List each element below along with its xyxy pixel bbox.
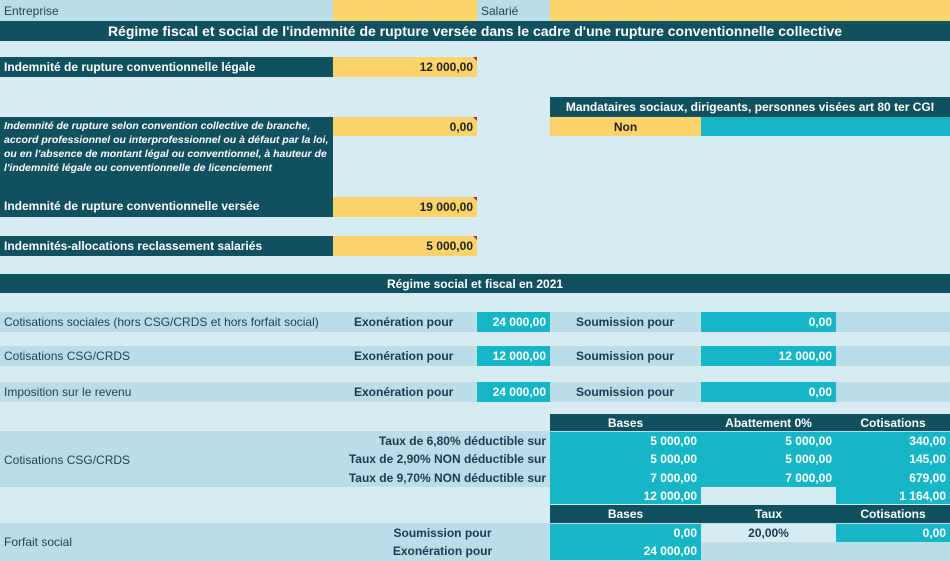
- regime-row-1-sou-label: Soumission pour: [576, 315, 675, 329]
- regime-row-2-exo-value: 12 000,00: [477, 346, 550, 366]
- csg-row-2-label: Taux de 2,90% NON déductible sur: [348, 452, 546, 466]
- csg-total-base: 12 000,00: [550, 487, 701, 504]
- entreprise-label-text: Entreprise: [4, 3, 59, 18]
- regime-row-1-exo-label: Exonération pour: [354, 315, 454, 329]
- legale-label: Indemnité de rupture conventionnelle lég…: [0, 57, 333, 77]
- entreprise-input[interactable]: [333, 0, 477, 21]
- mandataires-result: [701, 117, 950, 136]
- csg-row-2-abattement: 5 000,00: [701, 450, 836, 468]
- csg-row-1-base: 5 000,00: [550, 432, 701, 450]
- forfait-taux: 20,00%: [701, 524, 836, 542]
- page-title: Régime fiscal et social de l'indemnité d…: [0, 21, 950, 41]
- csg-row-3-label: Taux de 9,70% NON déductible sur: [348, 470, 546, 485]
- salarie-label: Salarié: [477, 0, 550, 21]
- salarie-label-text: Salarié: [481, 3, 519, 18]
- csg-header-bases: Bases: [550, 414, 701, 431]
- csg-row-2-cotisation: 145,00: [836, 450, 950, 468]
- regime-row-2-label: Cotisations CSG/CRDS: [4, 349, 131, 363]
- regime-row-3-sou-label: Soumission pour: [576, 385, 675, 399]
- regime-row-1-exo-value: 24 000,00: [477, 312, 550, 332]
- csg-row-3-cotisation: 679,00: [836, 468, 950, 487]
- convention-value-field[interactable]: 0,00: [333, 117, 477, 136]
- forfait-label: Forfait social: [4, 535, 73, 549]
- regime-row-2-sou-label: Soumission pour: [576, 349, 675, 363]
- forfait-cotisation: 0,00: [836, 524, 950, 542]
- reclassement-label: Indemnités-allocations reclassement sala…: [0, 236, 333, 256]
- regime-row-3-sou-value: 0,00: [701, 382, 836, 402]
- csg-block-label: Cotisations CSG/CRDS: [4, 453, 131, 467]
- csg-row-2-base: 5 000,00: [550, 450, 701, 468]
- forfait-exoneration-label: Exonération pour: [392, 544, 493, 558]
- mandataires-select[interactable]: Non: [550, 117, 701, 136]
- regime-row-3-exo-label: Exonération pour: [354, 385, 454, 399]
- forfait-header-taux: Taux: [701, 505, 836, 523]
- regime-row-3-exo-value: 24 000,00: [477, 382, 550, 402]
- versee-label: Indemnité de rupture conventionnelle ver…: [0, 195, 333, 217]
- csg-row-3-base: 7 000,00: [550, 468, 701, 487]
- forfait-soumission-label: Soumission pour: [393, 526, 492, 540]
- mandataires-label: Mandataires sociaux, dirigeants, personn…: [550, 97, 950, 117]
- regime-title: Régime social et fiscal en 2021: [0, 274, 950, 293]
- salarie-input[interactable]: [550, 0, 950, 21]
- reclassement-value-field[interactable]: 5 000,00: [333, 236, 477, 256]
- versee-value-field[interactable]: 19 000,00: [333, 197, 477, 217]
- regime-row-2-sou-value: 12 000,00: [701, 346, 836, 366]
- csg-header-abattement: Abattement 0%: [701, 414, 836, 431]
- forfait-header-bases: Bases: [550, 505, 701, 523]
- csg-total-cotisation: 1 164,00: [836, 487, 950, 504]
- csg-row-1-cotisation: 340,00: [836, 432, 950, 450]
- forfait-soumission-base: 0,00: [550, 524, 701, 542]
- csg-row-1-label: Taux de 6,80% déductible sur: [378, 433, 546, 448]
- csg-row-1-abattement: 5 000,00: [701, 432, 836, 450]
- regime-row-3-label: Imposition sur le revenu: [4, 385, 132, 399]
- regime-row-1-label: Cotisations sociales (hors CSG/CRDS et h…: [4, 315, 319, 329]
- csg-row-3-abattement: 7 000,00: [701, 468, 836, 487]
- csg-header-cotisations: Cotisations: [836, 414, 950, 431]
- forfait-header-cotisations: Cotisations: [836, 505, 950, 523]
- entreprise-label: Entreprise: [0, 0, 333, 21]
- forfait-exoneration-base: 24 000,00: [550, 542, 701, 560]
- legale-value-field[interactable]: 12 000,00: [333, 57, 477, 77]
- convention-label: Indemnité de rupture selon convention co…: [0, 117, 333, 195]
- regime-row-1-sou-value: 0,00: [701, 312, 836, 332]
- regime-row-2-exo-label: Exonération pour: [354, 349, 454, 363]
